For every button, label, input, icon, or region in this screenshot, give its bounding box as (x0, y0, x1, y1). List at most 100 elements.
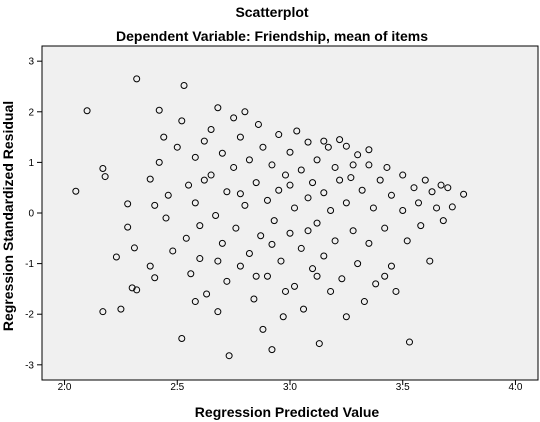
data-point (130, 244, 138, 252)
data-point (191, 199, 199, 207)
data-point (309, 179, 317, 187)
data-point (327, 206, 335, 214)
data-point (254, 120, 262, 128)
data-point (230, 163, 238, 171)
data-point (191, 298, 199, 306)
y-tick-label: -3 (25, 360, 34, 371)
data-point (164, 191, 172, 199)
data-point (257, 232, 265, 240)
data-point (268, 346, 276, 354)
data-point (327, 287, 335, 295)
data-point (160, 133, 168, 141)
data-point (439, 217, 447, 225)
data-point (365, 239, 373, 247)
data-point (72, 187, 80, 195)
data-point (182, 234, 190, 242)
data-point (415, 199, 423, 207)
data-point (200, 137, 208, 145)
data-point (338, 275, 346, 283)
data-point (151, 201, 159, 209)
data-point (313, 156, 321, 164)
data-point (162, 214, 170, 222)
data-point (342, 142, 350, 150)
data-point (279, 313, 287, 321)
y-tick-label: -1 (25, 259, 34, 270)
data-point (133, 286, 141, 294)
data-point (336, 136, 344, 144)
data-point (392, 287, 400, 295)
data-point (347, 174, 355, 182)
data-point (381, 272, 389, 280)
data-point (320, 189, 328, 197)
data-point (313, 219, 321, 227)
data-point (433, 204, 441, 212)
data-point (381, 224, 389, 232)
data-point (313, 272, 321, 280)
data-point (365, 146, 373, 154)
data-point (275, 131, 283, 139)
data-point (286, 181, 294, 189)
data-point (336, 176, 344, 184)
data-point (112, 253, 120, 261)
data-point (275, 186, 283, 194)
data-point (263, 272, 271, 280)
data-point (155, 106, 163, 114)
data-point (225, 352, 233, 360)
data-point (146, 175, 154, 183)
x-tick-label: 3.0 (283, 382, 297, 393)
data-point (281, 171, 289, 179)
data-point (437, 181, 445, 189)
data-point (281, 287, 289, 295)
data-point (331, 163, 339, 171)
data-point (259, 143, 267, 151)
data-point (180, 81, 188, 89)
chart-title: Scatterplot (235, 4, 308, 20)
data-point (259, 325, 267, 333)
data-point (263, 196, 271, 204)
data-point (83, 107, 91, 115)
data-point (286, 148, 294, 156)
data-point (354, 151, 362, 159)
data-point (187, 270, 195, 278)
y-tick-label: -2 (25, 310, 34, 321)
data-point (383, 163, 391, 171)
data-point (291, 204, 299, 212)
data-point (428, 188, 436, 196)
x-axis-label: Regression Predicted Value (195, 404, 380, 420)
data-points (72, 75, 468, 360)
data-point (124, 223, 132, 231)
data-point (304, 138, 312, 146)
x-tick-label: 2.0 (58, 382, 72, 393)
data-point (191, 153, 199, 161)
data-point (300, 305, 308, 313)
data-point (207, 171, 215, 179)
data-point (212, 212, 220, 220)
data-point (146, 262, 154, 270)
data-point (342, 199, 350, 207)
data-point (252, 179, 260, 187)
data-point (360, 298, 368, 306)
data-point (200, 176, 208, 184)
data-point (169, 247, 177, 255)
data-point (117, 305, 125, 313)
data-point (214, 308, 222, 316)
data-point (250, 295, 258, 303)
data-point (342, 313, 350, 321)
data-point (448, 203, 456, 211)
data-point (196, 222, 204, 230)
data-point (387, 191, 395, 199)
data-point (297, 244, 305, 252)
data-point (214, 257, 222, 265)
data-point (349, 227, 357, 235)
data-point (426, 257, 434, 265)
data-point (320, 252, 328, 260)
data-point (460, 190, 468, 198)
data-point (236, 262, 244, 270)
data-point (151, 274, 159, 282)
y-tick-label: 2 (28, 107, 34, 118)
data-point (196, 255, 204, 263)
data-point (293, 127, 301, 135)
data-point (297, 166, 305, 174)
data-point (324, 143, 332, 151)
data-point (207, 126, 215, 133)
